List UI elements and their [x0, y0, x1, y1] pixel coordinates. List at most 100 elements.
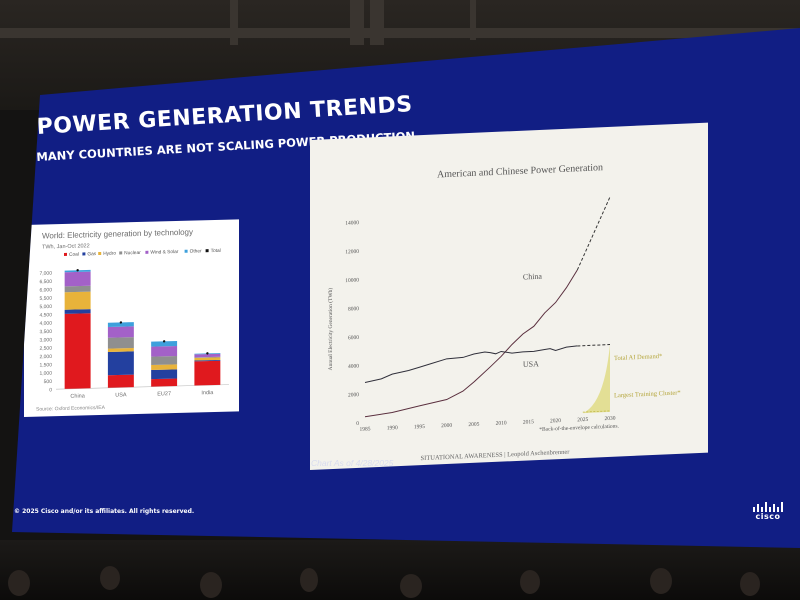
- line-y-tick-label: 2000: [348, 392, 359, 398]
- bar-y-tick-label: 0: [49, 387, 52, 393]
- bar-segment: [194, 359, 221, 362]
- line-x-tick-label: 1985: [360, 426, 371, 432]
- audience-area: [0, 540, 800, 600]
- bar-segment: [194, 353, 221, 358]
- lighting-truss: [0, 28, 800, 38]
- audience-head: [740, 572, 760, 596]
- bar-y-tick-label: 6,000: [39, 287, 52, 293]
- line-y-tick-label: 0: [356, 421, 359, 427]
- bar-segment: [151, 340, 178, 347]
- line-chart-series: [364, 196, 611, 418]
- electricity-by-technology-chart: World: Electricity generation by technol…: [24, 219, 239, 417]
- bar-chart-subtitle: TWh, Jan-Oct 2022: [42, 243, 90, 250]
- bar-chart-title: World: Electricity generation by technol…: [42, 228, 193, 241]
- bar-segment: [194, 356, 221, 359]
- audience-head: [520, 570, 540, 594]
- bar-y-tick-label: 4,000: [39, 321, 52, 327]
- bar-y-tick-label: 1,500: [39, 362, 52, 368]
- line-chart-footnote: *Back-of-the-envelope calculations.: [539, 422, 619, 433]
- total-marker: [119, 321, 123, 324]
- line-chart-axes: 0 2000 4000 6000 8000 10000 12000 14000 1985 1990…: [345, 220, 616, 433]
- bar-y-tick-label: 4,500: [39, 312, 52, 318]
- line-y-tick-label: 6000: [348, 335, 359, 341]
- line-y-tick-label: 8000: [348, 306, 359, 312]
- legend-swatch: [98, 251, 102, 256]
- bar-segment: [64, 291, 91, 310]
- total-marker: [76, 269, 79, 272]
- bar-x-tick-label: EU27: [157, 391, 171, 397]
- bar-x-tick-label: USA: [115, 392, 127, 398]
- ai-demand-area: [582, 344, 610, 414]
- bar-y-tick-label: 3,500: [39, 329, 52, 335]
- bar-y-tick-label: 500: [44, 379, 53, 385]
- stacked-bar-chart: World: Electricity generation by technol…: [36, 228, 229, 413]
- series-label-usa: USA: [523, 359, 539, 369]
- legend-swatch: [145, 250, 149, 254]
- bar-chart-bars: [64, 269, 221, 389]
- bar-segment: [151, 369, 178, 380]
- projection-line-china: [576, 196, 611, 271]
- bar-segment: [64, 271, 91, 287]
- bar-segment: [107, 351, 134, 376]
- bar-segment: [151, 355, 178, 366]
- bar-segment: [64, 313, 91, 389]
- line-x-tick-label: 1995: [414, 424, 425, 430]
- lighting-truss: [350, 0, 364, 45]
- audience-head: [200, 572, 222, 598]
- bar-chart-x-axis: China USA EU27 India: [70, 390, 214, 400]
- cisco-bridge-icon: [753, 502, 783, 512]
- line-x-tick-label: 2025: [577, 417, 588, 423]
- legend-entry: Nuclear: [124, 250, 141, 256]
- bar-segment: [64, 285, 91, 293]
- legend-entry: Wind & Solar: [150, 249, 178, 256]
- series-label-china: China: [523, 272, 543, 282]
- bar-segment: [107, 374, 134, 388]
- bar-y-tick-label: 5,000: [39, 304, 52, 310]
- cisco-logo: cisco: [748, 500, 788, 524]
- lighting-truss: [470, 0, 476, 40]
- line-chart-y-axis-label: Annual Electricity Generation (TWh): [327, 287, 334, 370]
- line-x-tick-label: 1990: [387, 425, 398, 431]
- series-line-usa: [364, 345, 578, 383]
- line-x-tick-label: 2010: [496, 420, 507, 426]
- audience-head: [650, 568, 672, 594]
- bar-segment: [107, 337, 134, 349]
- bar-segment: [107, 326, 134, 338]
- legend-swatch: [82, 252, 86, 256]
- line-y-tick-label: 14000: [345, 220, 359, 227]
- legend-entry: Other: [190, 248, 202, 254]
- line-x-tick-label: 2015: [523, 419, 534, 425]
- lighting-truss: [230, 0, 238, 45]
- bar-segment: [107, 322, 134, 327]
- bar-chart-legend: Coal Gas Hydro Nuclear Wind & Solar Other Tota…: [64, 248, 221, 258]
- line-x-tick-label: 2030: [605, 416, 616, 422]
- legend-swatch: [119, 251, 123, 255]
- line-x-tick-label: 2005: [468, 422, 479, 428]
- bar-chart-source: Source: Oxford Economics/IEA: [36, 405, 106, 413]
- line-x-tick-label: 2020: [550, 418, 561, 424]
- annotation-largest-training-cluster: Largest Training Cluster*: [614, 389, 681, 399]
- projection-line-usa: [577, 344, 610, 347]
- chart-caption: Chart As of 4/28/2025: [311, 458, 394, 468]
- bar-segment: [194, 357, 221, 361]
- bar-y-tick-label: 3,000: [39, 337, 52, 343]
- bar-segment: [151, 364, 178, 371]
- lighting-truss: [370, 0, 384, 45]
- training-cluster-line: [582, 410, 610, 413]
- bar-y-tick-label: 2,500: [39, 346, 52, 352]
- power-generation-chart: American and Chinese Power Generation An…: [310, 122, 708, 470]
- bar-y-tick-label: 7,000: [39, 271, 52, 277]
- line-y-tick-label: 12000: [345, 249, 359, 256]
- legend-swatch: [205, 249, 209, 253]
- bar-segment: [107, 347, 134, 352]
- audience-head: [100, 566, 120, 590]
- legend-swatch: [184, 249, 188, 253]
- bar-x-tick-label: China: [70, 393, 85, 399]
- series-line-china: [364, 269, 578, 418]
- total-marker: [162, 340, 166, 343]
- audience-head: [400, 574, 422, 598]
- legend-entry: Total: [211, 248, 221, 254]
- line-chart: American and Chinese Power Generation An…: [327, 162, 681, 462]
- total-marker: [206, 352, 209, 355]
